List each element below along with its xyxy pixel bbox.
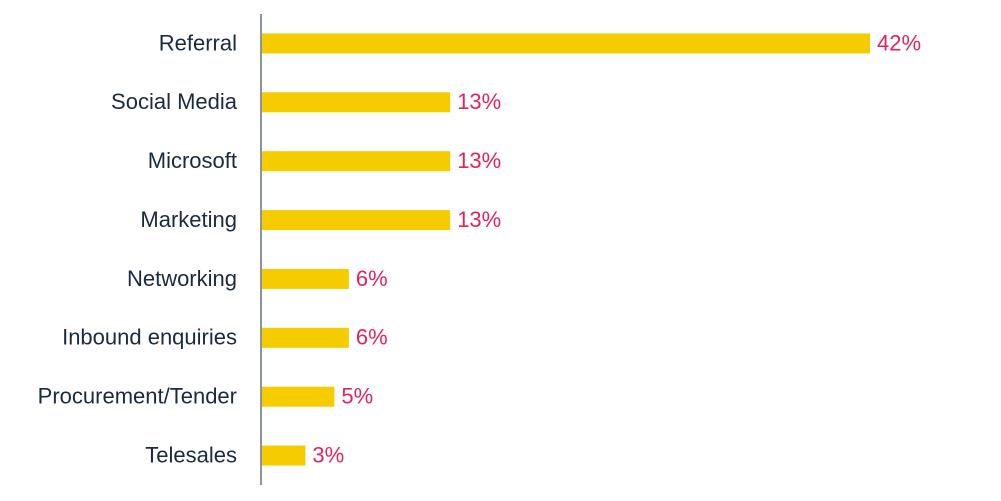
value-label: 13%: [457, 89, 501, 114]
value-label: 5%: [341, 384, 373, 409]
bar: [262, 386, 335, 407]
bar: [262, 33, 870, 54]
category-label: Marketing: [140, 207, 237, 232]
bar: [262, 151, 451, 172]
value-label: 13%: [457, 148, 501, 173]
bar: [262, 327, 349, 348]
category-label: Social Media: [111, 89, 238, 114]
value-label: 6%: [356, 266, 388, 291]
category-label: Telesales: [145, 442, 237, 467]
value-label: 6%: [356, 325, 388, 350]
bar: [262, 92, 451, 113]
category-label: Inbound enquiries: [62, 325, 237, 350]
bar: [262, 445, 306, 466]
bar: [262, 210, 451, 231]
category-label: Referral: [159, 30, 237, 55]
bar: [262, 268, 349, 289]
category-label: Microsoft: [148, 148, 237, 173]
category-label: Networking: [127, 266, 237, 291]
value-label: 13%: [457, 207, 501, 232]
value-label: 3%: [312, 442, 344, 467]
category-label: Procurement/Tender: [38, 384, 237, 409]
value-label: 42%: [877, 30, 921, 55]
